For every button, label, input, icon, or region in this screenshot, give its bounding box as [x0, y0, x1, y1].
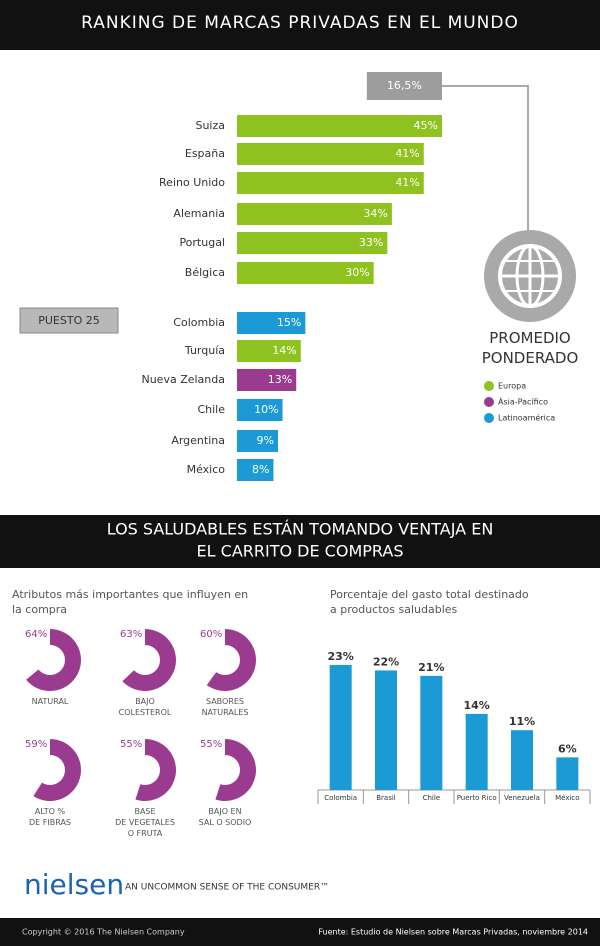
bar: [237, 172, 424, 194]
bar: [237, 143, 424, 165]
value-label: 64%: [25, 629, 47, 640]
value-label: 15%: [277, 316, 301, 329]
pie-hole: [210, 645, 240, 675]
chart-title: Porcentaje del gasto total destinado a p…: [330, 588, 529, 616]
value-label: 60%: [200, 629, 222, 640]
category-label: Bélgica: [185, 266, 225, 279]
value-label: 45%: [414, 119, 438, 132]
bar: [237, 430, 278, 452]
category-label: Chile: [197, 403, 225, 416]
category-label: Colombia: [324, 794, 357, 802]
category-label: Argentina: [171, 434, 225, 447]
legend-label: Europa: [498, 382, 526, 391]
value-label: 34%: [363, 207, 387, 220]
section-title: LOS SALUDABLES ESTÁN TOMANDO VENTAJA EN: [107, 520, 494, 539]
bar: [237, 340, 301, 362]
legend-swatch: [484, 413, 494, 423]
value-label: 9%: [257, 434, 274, 447]
value-label: 13%: [268, 373, 292, 386]
bar: [511, 730, 533, 790]
category-label: Venezuela: [504, 794, 540, 802]
value-label: 6%: [558, 742, 577, 755]
legend-label: Latinoamérica: [498, 413, 555, 423]
brand: nielsen: [24, 868, 124, 901]
category-label: España: [185, 147, 225, 160]
bar: [237, 203, 392, 225]
footer-bar: [0, 918, 600, 946]
chart-title: Atributos más importantes que influyen e…: [12, 588, 249, 616]
category-label: Colombia: [173, 316, 225, 329]
category-label: México: [555, 794, 579, 802]
category-label: Suiza: [195, 119, 225, 132]
value-label: 14%: [463, 699, 489, 712]
section-title: EL CARRITO DE COMPRAS: [197, 542, 404, 561]
source: Fuente: Estudio de Nielsen sobre Marcas …: [318, 928, 588, 937]
bar: [375, 670, 397, 790]
legend-swatch: [484, 397, 494, 407]
value-label: 14%: [272, 344, 296, 357]
category-label: Portugal: [179, 236, 225, 249]
category-label: México: [187, 463, 226, 476]
bar: [329, 665, 352, 790]
bar: [237, 232, 388, 254]
value-label: 55%: [120, 739, 142, 750]
bar: [237, 115, 442, 137]
value-label: 63%: [120, 629, 142, 640]
value-label: 41%: [395, 176, 419, 189]
value-label: 23%: [327, 650, 353, 663]
bar: [465, 713, 488, 790]
bar: [237, 399, 283, 421]
category-label: BASE DE VEGETALES O FRUTA: [115, 807, 175, 838]
value-label: 33%: [359, 236, 383, 249]
category-label: Puerto Rico: [457, 794, 497, 802]
title: RANKING DE MARCAS PRIVADAS EN EL MUNDO: [81, 13, 519, 33]
value-label: 55%: [200, 739, 222, 750]
bar: [420, 675, 443, 790]
category-label: Alemania: [173, 207, 225, 220]
rank-box: [19, 307, 119, 334]
category-label: Reino Unido: [159, 176, 225, 189]
value-label: 10%: [254, 403, 278, 416]
value-label: 41%: [395, 147, 419, 160]
pie-hole: [130, 645, 160, 675]
pie-hole: [35, 645, 65, 675]
average-value: 16,5%: [387, 79, 422, 92]
value-label: 21%: [418, 661, 444, 674]
globe-icon: [484, 230, 576, 322]
copyright: Copyright © 2016 The Nielsen Company: [22, 928, 185, 937]
value-label: 11%: [509, 715, 535, 728]
category-label: Brasil: [376, 794, 396, 802]
average-box: [366, 72, 442, 100]
rank-label: PUESTO 25: [38, 314, 100, 327]
value-label: 22%: [373, 655, 399, 668]
header-bar: [0, 0, 600, 50]
category-label: NATURAL: [31, 697, 69, 706]
bar: [237, 312, 306, 334]
category-label: Turquía: [184, 344, 225, 357]
category-label: Chile: [423, 794, 441, 802]
value-label: 8%: [252, 463, 269, 476]
bar: [237, 262, 374, 284]
category-label: SABORES NATURALES: [201, 697, 249, 717]
bar: [556, 757, 579, 790]
legend-label: Ásia-Pacífico: [498, 396, 548, 407]
section-bar: [0, 515, 600, 568]
connector: [442, 85, 529, 232]
category-label: Nueva Zelanda: [141, 373, 225, 386]
pie-hole: [210, 755, 240, 785]
tagline: AN UNCOMMON SENSE OF THE CONSUMER™: [125, 883, 329, 893]
bar: [237, 459, 274, 481]
value-label: 59%: [25, 739, 47, 750]
category-label: ALTO % DE FIBRAS: [29, 807, 71, 827]
value-label: 30%: [345, 266, 369, 279]
pie-hole: [35, 755, 65, 785]
pie-hole: [130, 755, 160, 785]
average-label: PROMEDIO PONDERADO: [481, 329, 579, 367]
category-label: BAJO COLESTEROL: [118, 697, 172, 717]
category-label: BAJO EN SAL O SODIO: [198, 807, 252, 827]
bar: [237, 369, 297, 391]
legend-swatch: [484, 381, 494, 391]
